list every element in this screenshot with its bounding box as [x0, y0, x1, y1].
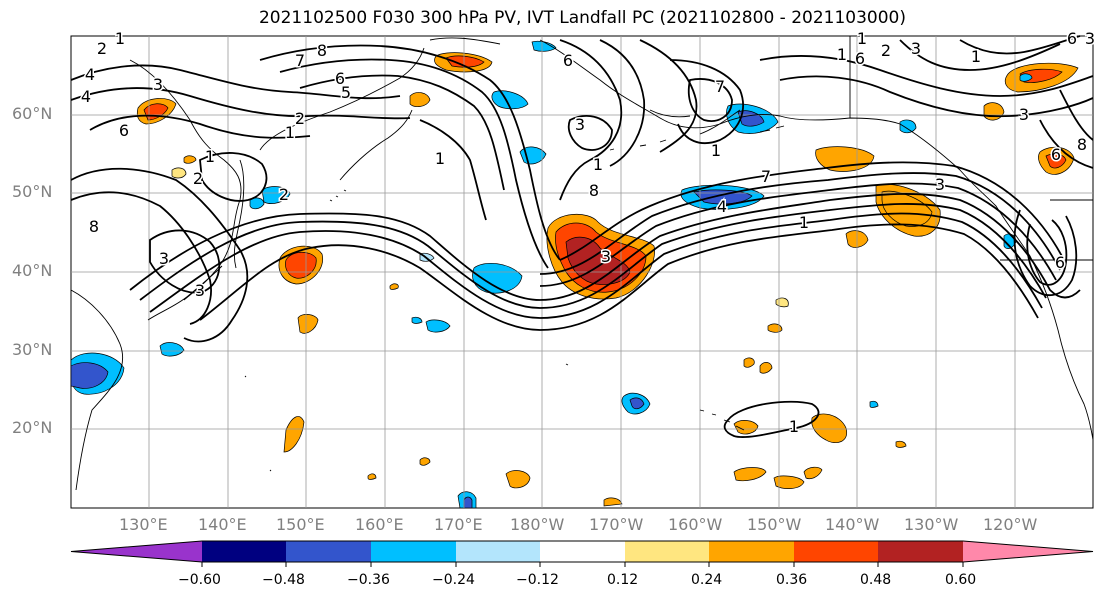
lon-label: 170°W [589, 515, 644, 534]
colorbar-tick-label: 0.48 [860, 572, 892, 588]
colorbar-cell [794, 541, 878, 562]
contour-label: 3 [935, 175, 945, 194]
contour-label: 1 [285, 123, 295, 142]
colorbar-cell [963, 541, 1093, 562]
contour-label: 6 [1051, 145, 1061, 164]
lon-label: 150°W [747, 515, 802, 534]
colorbar-tick-label: 0.12 [607, 572, 639, 588]
colorbar-cell [202, 541, 286, 562]
contour-label: 4 [85, 65, 95, 84]
lon-label: 120°W [983, 515, 1038, 534]
contour-label: 3 [1019, 105, 1029, 124]
colorbar-tick-label: −0.12 [516, 572, 559, 588]
contour-label: 1 [971, 47, 981, 66]
lon-label: 160°E [355, 515, 404, 534]
colorbar-cell [540, 541, 625, 562]
colorbar-tick-label: −0.24 [432, 572, 475, 588]
contour-label: 3 [911, 39, 921, 58]
contour-label: 2 [881, 41, 891, 60]
contour-label: 8 [1077, 135, 1087, 154]
colorbar-cell [456, 541, 540, 562]
contour-label: 6 [1055, 253, 1065, 272]
lon-label: 180°W [510, 515, 565, 534]
colorbar-cell [878, 541, 963, 562]
contour-label: 1 [593, 155, 603, 174]
colorbar-cell [286, 541, 371, 562]
lon-label: 140°E [198, 515, 247, 534]
contour-label: 6 [563, 51, 573, 70]
ivt-shading [70, 40, 1079, 509]
colorbar-tick-label: −0.48 [262, 572, 305, 588]
lon-label: 160°W [668, 515, 723, 534]
colorbar-cell [625, 541, 709, 562]
colorbar-cell [371, 541, 456, 562]
contour-label: 8 [89, 217, 99, 236]
contour-label: 1 [205, 147, 215, 166]
contour-label: 7 [761, 167, 771, 186]
contour-label: 7 [715, 77, 725, 96]
contour-label: 1 [115, 29, 125, 48]
contour-label: 1 [837, 45, 847, 64]
contour-label: 3 [159, 249, 169, 268]
colorbar-tick-label: 0.36 [776, 572, 808, 588]
lon-label: 130°W [904, 515, 959, 534]
contour-label: 3 [601, 247, 611, 266]
coastlines [70, 36, 1094, 491]
colorbar-tick-label: 0.60 [945, 572, 977, 588]
contour-label: 4 [717, 197, 727, 216]
contour-label: 1 [711, 141, 721, 160]
lat-label: 30°N [12, 340, 53, 359]
contour-label: 8 [317, 41, 327, 60]
colorbar-cells [70, 540, 1094, 563]
contour-label: 3 [1085, 29, 1095, 48]
contour-label: 7 [295, 51, 305, 70]
lon-label: 170°E [434, 515, 483, 534]
contour-label: 1 [857, 29, 867, 48]
lon-label: 150°E [276, 515, 325, 534]
contour-label: 6 [855, 49, 865, 68]
colorbar-cell [709, 541, 794, 562]
lat-label: 40°N [12, 261, 53, 280]
contour-label: 1 [435, 149, 445, 168]
contour-label: 3 [153, 75, 163, 94]
contour-label: 2 [295, 109, 305, 128]
pv-contours [70, 35, 1094, 438]
contour-label-layer: 2 1 8 7 6 5 4 3 2 1 6 3 8 1 2 1 3 3 8 1 … [79, 28, 1096, 438]
lat-label: 50°N [12, 182, 53, 201]
contour-label: 8 [589, 181, 599, 200]
contour-label: 1 [789, 417, 799, 436]
contour-label: 4 [81, 87, 91, 106]
colorbar-cell [71, 541, 202, 562]
contour-label: 6 [119, 121, 129, 140]
lat-label: 60°N [12, 104, 53, 123]
lon-label: 140°W [825, 515, 880, 534]
map-title: 2021102500 F030 300 hPa PV, IVT Landfall… [258, 8, 906, 28]
contour-label: 1 [799, 213, 809, 232]
lon-label: 130°E [119, 515, 168, 534]
colorbar-tick-label: −0.60 [178, 572, 221, 588]
colorbar-tick-label: 0.24 [691, 572, 723, 588]
contour-label: 6 [335, 69, 345, 88]
lat-label: 20°N [12, 418, 53, 437]
colorbar-tick-label: −0.36 [347, 572, 390, 588]
contour-label: 3 [575, 115, 585, 134]
contour-label: 2 [97, 39, 107, 58]
contour-label: 3 [195, 281, 205, 300]
contour-label: 6 [1067, 29, 1077, 48]
colorbar-ticks [201, 562, 964, 567]
contour-label: 5 [341, 83, 351, 102]
contour-label: 2 [279, 185, 289, 204]
contour-label: 2 [193, 169, 203, 188]
